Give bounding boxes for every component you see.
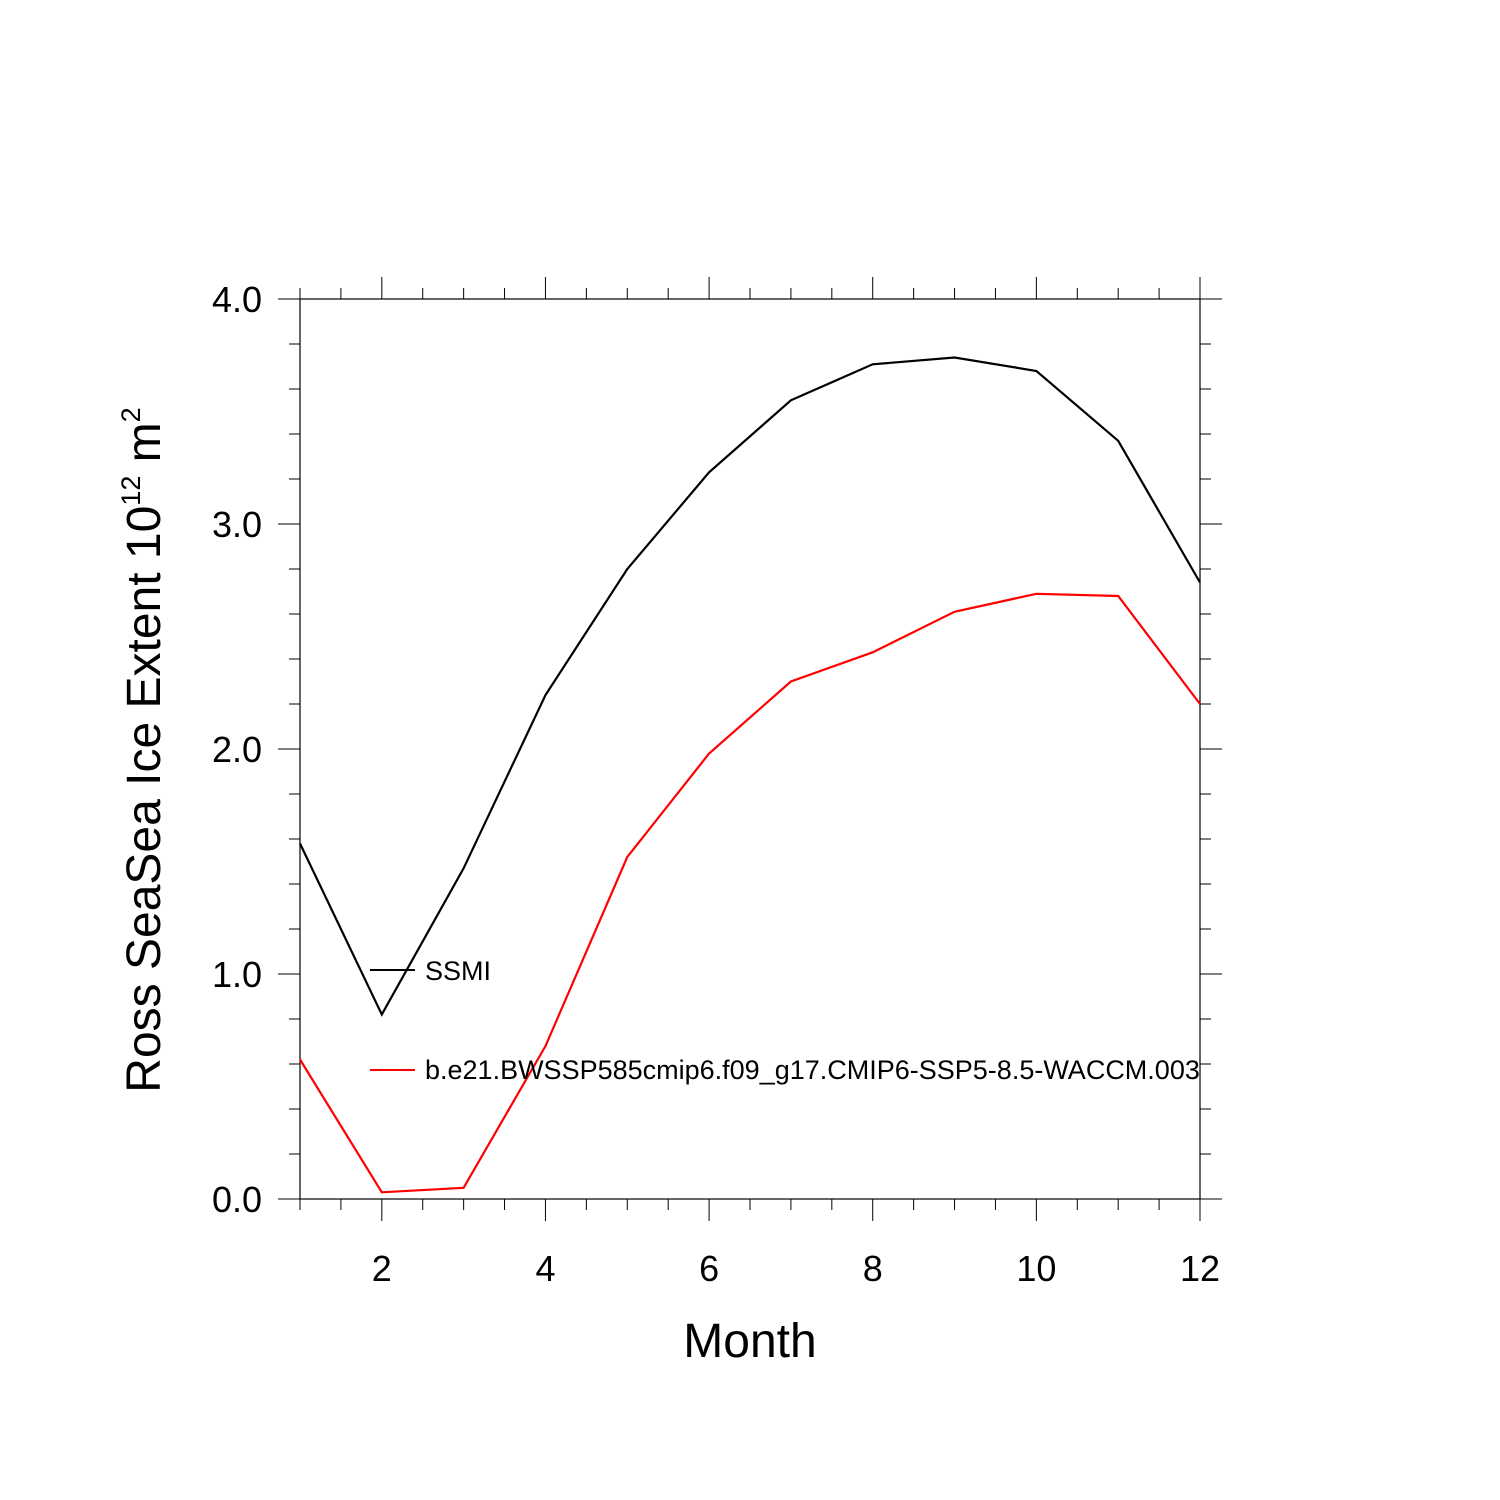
- y-tick-label: 1.0: [212, 954, 262, 995]
- y-tick-label: 3.0: [212, 504, 262, 545]
- series-line-model: [299, 592, 1201, 1194]
- x-tick-label: 10: [1016, 1248, 1056, 1289]
- x-tick-label: 4: [535, 1248, 555, 1289]
- y-axis-title: Ross SeaSea Ice Extent 1012 m2: [116, 407, 171, 1092]
- x-tick-label: 6: [699, 1248, 719, 1289]
- series-line-ssmi: [299, 356, 1201, 1017]
- y-axis-title-unit-exponent: 2: [116, 407, 146, 422]
- plot-frame: [299, 298, 1201, 1200]
- legend-label-model: b.e21.BWSSP585cmip6.f09_g17.CMIP6-SSP5-8…: [425, 1055, 1200, 1085]
- y-tick-label: 2.0: [212, 729, 262, 770]
- x-tick-label: 12: [1180, 1248, 1220, 1289]
- x-tick-label: 2: [372, 1248, 392, 1289]
- y-tick-label: 4.0: [212, 279, 262, 320]
- legend: SSMI b.e21.BWSSP585cmip6.f09_g17.CMIP6-S…: [370, 956, 1200, 1085]
- x-axis-title: Month: [683, 1315, 816, 1368]
- series-lines: [299, 356, 1201, 1194]
- y-axis-title-exponent: 12: [116, 476, 146, 506]
- y-axis-title-unit: m: [118, 422, 171, 475]
- y-axis-title-base: Ross SeaSea Ice Extent 10: [118, 506, 171, 1093]
- tick-marks: [278, 277, 1222, 1221]
- x-tick-label: 8: [863, 1248, 883, 1289]
- y-tick-label: 0.0: [212, 1179, 262, 1220]
- tick-labels: 2 4 6 8 10 12 0.0 1.0 2.0 3.0 4.0: [212, 279, 1220, 1289]
- legend-label-ssmi: SSMI: [425, 956, 491, 986]
